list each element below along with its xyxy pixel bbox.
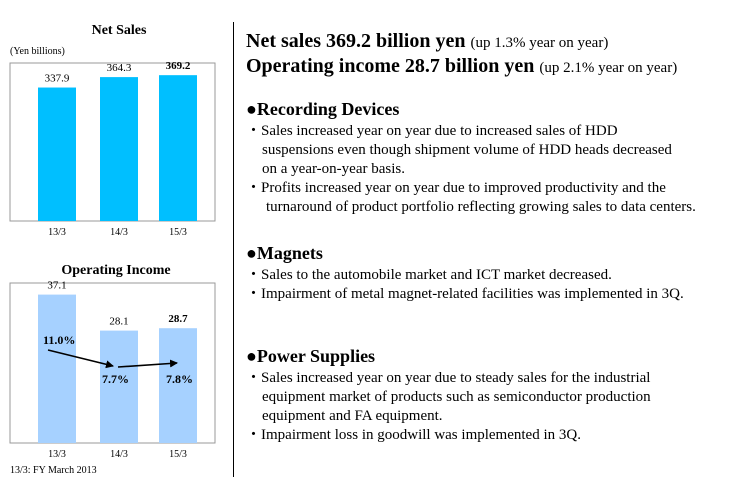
headline-net-sales-text: Net sales 369.2 billion yen [246, 30, 466, 52]
section-title: ●Power Supplies [246, 346, 376, 366]
operating-income-bar [38, 294, 76, 443]
section-magnets: ●Magnets ・Sales to the automobile market… [246, 242, 746, 304]
bullet-line: equipment market of products such as sem… [262, 389, 651, 405]
operating-income-value-label: 37.1 [47, 280, 66, 292]
bullet-item: ・Sales increased year on year due to ste… [246, 369, 746, 426]
net-sales-bar [159, 75, 197, 221]
margin-arrow-2 [117, 359, 178, 368]
bullet-item: ・Sales to the automobile market and ICT … [246, 266, 746, 285]
margin-arrow-1 [47, 349, 114, 369]
bullet-line: ・Sales to the automobile market and ICT … [246, 267, 612, 283]
net-sales-value-label: 337.9 [45, 73, 70, 85]
operating-income-tick-label: 15/3 [169, 449, 187, 460]
charts-area: Net Sales (Yen billions) 337.9 364.3 369… [9, 23, 216, 460]
bullet-line: ・Impairment of metal magnet-related faci… [246, 286, 684, 302]
margin-label: 11.0% [43, 333, 75, 347]
headline-operating-income-text: Operating income 28.7 billion yen [246, 55, 535, 77]
bullet-line: suspensions even though shipment volume … [262, 142, 672, 158]
column-divider [233, 22, 234, 477]
bullet-line: on a year-on-year basis. [262, 161, 405, 177]
operating-income-bar [100, 330, 138, 443]
operating-income-title: Operating Income [61, 263, 170, 278]
operating-income-tick-label: 13/3 [48, 449, 66, 460]
operating-income-value-label: 28.1 [109, 316, 128, 328]
footnote: 13/3: FY March 2013 [10, 465, 97, 476]
bullet-line: equipment and FA equipment. [262, 408, 443, 424]
operating-income-bar [159, 328, 197, 443]
headline-operating-income-change: (up 2.1% year on year) [539, 60, 678, 76]
net-sales-value-labels: 337.9 364.3 369.2 [45, 60, 191, 84]
net-sales-tick-label: 15/3 [169, 227, 187, 238]
net-sales-value-label: 364.3 [107, 62, 132, 74]
net-sales-tick-label: 14/3 [110, 227, 128, 238]
bullet-line: ・Profits increased year on year due to i… [246, 180, 666, 196]
operating-income-category-labels: 13/3 14/3 15/3 [48, 449, 187, 460]
net-sales-tick-label: 13/3 [48, 227, 66, 238]
operating-income-value-label: 28.7 [168, 313, 188, 325]
margin-label: 7.8% [166, 372, 193, 386]
section-power-supplies: ●Power Supplies ・Sales increased year on… [246, 345, 746, 445]
operating-income-tick-label: 14/3 [110, 449, 128, 460]
operating-income-chart: Operating Income 37.1 28.1 28.7 13/3 14/… [9, 263, 216, 460]
section-recording-devices: ●Recording Devices ・Sales increased year… [246, 98, 746, 217]
bullet-item: ・Profits increased year on year due to i… [246, 179, 746, 217]
bullet-line: ・Impairment loss in goodwill was impleme… [246, 427, 581, 443]
net-sales-bar [38, 87, 76, 221]
net-sales-bar [100, 77, 138, 221]
bullet-line: ・Sales increased year on year due to inc… [246, 123, 618, 139]
net-sales-category-labels: 13/3 14/3 15/3 [48, 227, 187, 238]
net-sales-title: Net Sales [92, 23, 147, 38]
section-title: ●Magnets [246, 243, 323, 263]
net-sales-unit: (Yen billions) [10, 46, 65, 57]
headline-block: Net sales 369.2 billion yen (up 1.3% yea… [246, 30, 746, 80]
net-sales-bars [38, 75, 197, 221]
bullet-item: ・Sales increased year on year due to inc… [246, 122, 746, 179]
section-title: ●Recording Devices [246, 99, 400, 119]
headline-net-sales: Net sales 369.2 billion yen (up 1.3% yea… [246, 30, 746, 55]
net-sales-value-label: 369.2 [166, 60, 191, 72]
bullet-item: ・Impairment loss in goodwill was impleme… [246, 426, 746, 445]
bullet-line: turnaround of product portfolio reflecti… [266, 199, 696, 215]
headline-operating-income: Operating income 28.7 billion yen (up 2.… [246, 55, 746, 80]
margin-label: 7.7% [102, 372, 129, 386]
operating-income-value-labels: 37.1 28.1 28.7 [47, 280, 188, 328]
bullet-line: ・Sales increased year on year due to ste… [246, 370, 651, 386]
headline-net-sales-change: (up 1.3% year on year) [470, 35, 609, 51]
operating-income-bars [38, 294, 197, 443]
net-sales-chart: Net Sales (Yen billions) 337.9 364.3 369… [9, 23, 216, 238]
bullet-item: ・Impairment of metal magnet-related faci… [246, 285, 746, 304]
